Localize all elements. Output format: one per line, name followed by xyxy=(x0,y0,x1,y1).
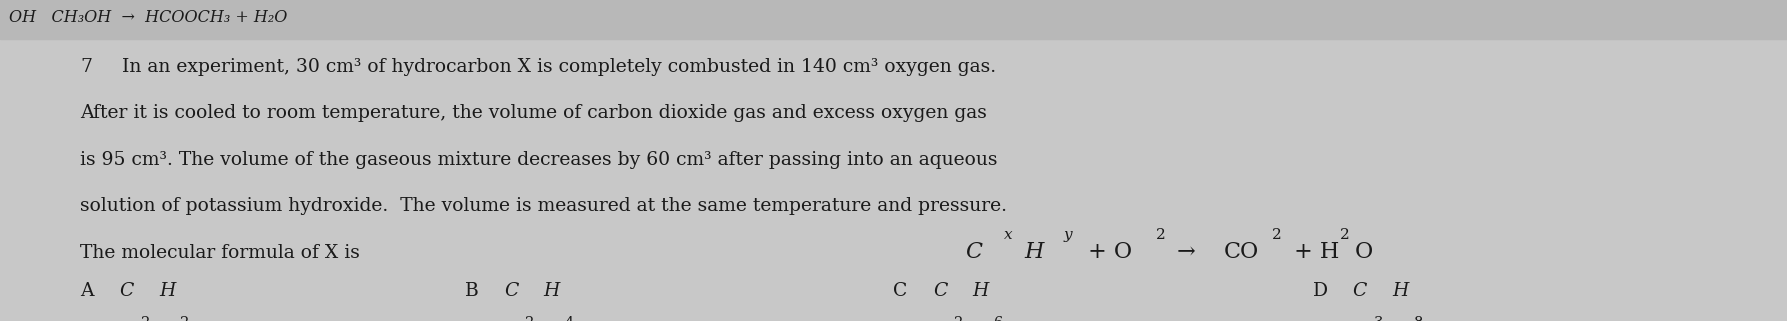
Text: C: C xyxy=(1353,282,1367,299)
Text: H: H xyxy=(1024,241,1044,263)
Text: O: O xyxy=(1355,241,1372,263)
Text: 6: 6 xyxy=(994,316,1003,321)
Text: C: C xyxy=(894,282,908,299)
Text: y: y xyxy=(1063,228,1072,242)
Text: 3: 3 xyxy=(1374,316,1383,321)
Text: H: H xyxy=(1392,282,1408,299)
Text: B: B xyxy=(465,282,479,299)
Text: After it is cooled to room temperature, the volume of carbon dioxide gas and exc: After it is cooled to room temperature, … xyxy=(80,104,986,122)
Text: 2: 2 xyxy=(954,316,963,321)
Text: A: A xyxy=(80,282,95,299)
Text: →: → xyxy=(1170,241,1203,263)
Text: 8: 8 xyxy=(1414,316,1422,321)
Text: D: D xyxy=(1313,282,1328,299)
Text: 4: 4 xyxy=(565,316,574,321)
Text: C: C xyxy=(933,282,947,299)
Text: In an experiment, 30 cm³ of hydrocarbon X is completely combusted in 140 cm³ oxy: In an experiment, 30 cm³ of hydrocarbon … xyxy=(122,58,995,76)
Bar xyxy=(0,0,1787,39)
Text: H: H xyxy=(543,282,559,299)
Text: H: H xyxy=(972,282,988,299)
Text: x: x xyxy=(1004,228,1013,242)
Text: 2: 2 xyxy=(141,316,150,321)
Text: OH   CH₃OH  →  HCOOCH₃ + H₂O: OH CH₃OH → HCOOCH₃ + H₂O xyxy=(9,9,288,26)
Text: + H: + H xyxy=(1287,241,1338,263)
Text: is 95 cm³. The volume of the gaseous mixture decreases by 60 cm³ after passing i: is 95 cm³. The volume of the gaseous mix… xyxy=(80,151,997,169)
Text: 2: 2 xyxy=(1156,228,1165,242)
Text: 2: 2 xyxy=(180,316,189,321)
Text: 2: 2 xyxy=(1340,228,1349,242)
Text: CO: CO xyxy=(1224,241,1260,263)
Text: 7: 7 xyxy=(80,58,93,76)
Text: H: H xyxy=(159,282,175,299)
Text: The molecular formula of X is: The molecular formula of X is xyxy=(80,244,361,262)
Text: C: C xyxy=(965,241,983,263)
Text: solution of potassium hydroxide.  The volume is measured at the same temperature: solution of potassium hydroxide. The vol… xyxy=(80,197,1008,215)
Text: 2: 2 xyxy=(1272,228,1281,242)
Text: C: C xyxy=(120,282,134,299)
Text: 2: 2 xyxy=(525,316,534,321)
Text: + O: + O xyxy=(1081,241,1133,263)
Text: C: C xyxy=(504,282,518,299)
